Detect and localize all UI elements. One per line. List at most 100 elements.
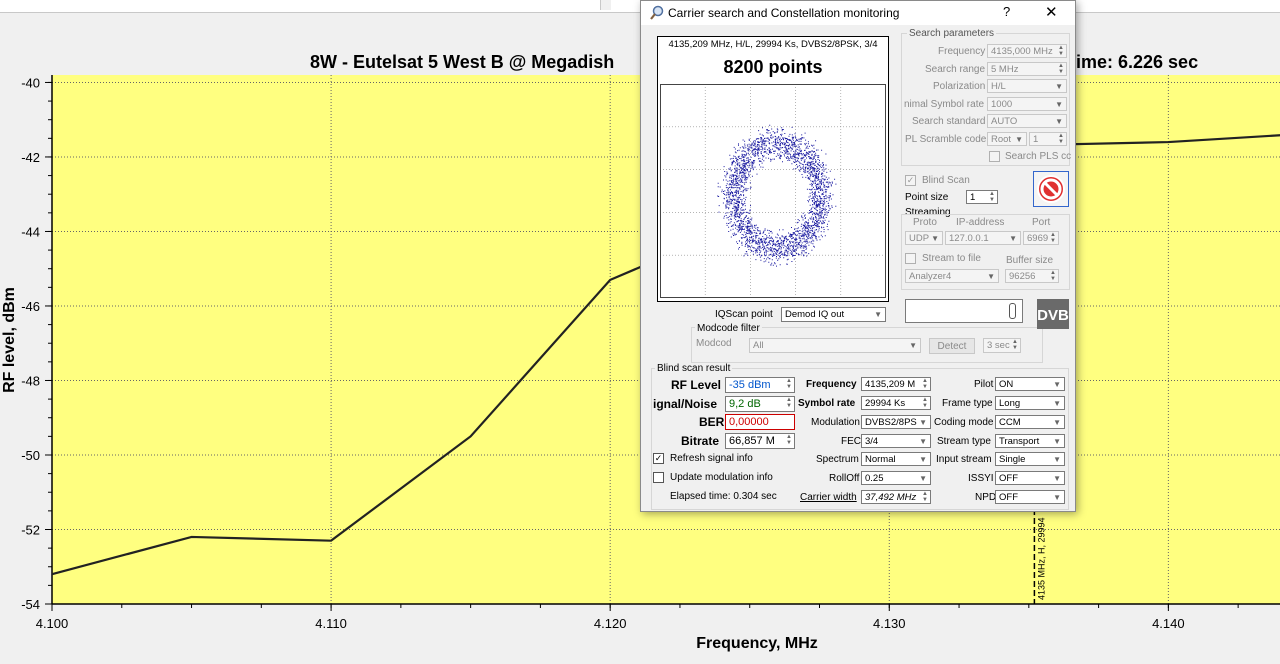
blind-scan-checkbox[interactable]: ✓ <box>905 175 916 186</box>
analyzer-select[interactable]: Analyzer4 ▼ <box>905 269 999 283</box>
x-tick-label: 4.120 <box>594 616 627 631</box>
streaming-title: Streaming <box>905 207 951 218</box>
chevron-down-icon: ▼ <box>1015 135 1023 144</box>
modcode-label: Modcod <box>696 338 732 349</box>
chevron-down-icon: ▼ <box>1055 117 1063 126</box>
search-frequency-input[interactable]: 4135,000 MHz ▲ ▼ <box>987 44 1067 58</box>
carrier-width-value: 37,492 MHz ▲ ▼ <box>861 490 931 504</box>
close-button[interactable]: ✕ <box>1045 4 1058 21</box>
spectrum-select[interactable]: Normal ▼ <box>861 452 931 466</box>
snr-label: ignal/Noise <box>653 397 718 411</box>
search-pls-label: Search PLS cc <box>1005 151 1072 162</box>
pilot-select[interactable]: ON ▼ <box>995 377 1065 391</box>
dialog-titlebar[interactable]: Carrier search and Constellation monitor… <box>641 1 1075 25</box>
search-frequency-label: Frequency <box>938 46 986 57</box>
search-pls-checkbox[interactable] <box>989 151 1000 162</box>
blind-scan-result-title: Blind scan result <box>655 363 733 374</box>
rolloff-label: RollOff <box>829 473 860 484</box>
carrier-search-dialog: Carrier search and Constellation monitor… <box>640 0 1076 512</box>
constellation-header: 4135,209 MHz, H/L, 29994 Ks, DVBS2/8PSK,… <box>668 39 878 50</box>
ber-label: BER <box>699 415 725 429</box>
rf-level-line <box>51 134 1280 576</box>
detect-button[interactable]: Detect <box>929 338 975 354</box>
y-tick-label: -42 <box>21 150 40 165</box>
modulation-select[interactable]: DVBS2/8PS ▼ <box>861 415 931 429</box>
update-modulation-checkbox[interactable] <box>653 472 664 483</box>
chevron-down-icon: ▼ <box>1055 82 1063 91</box>
chevron-down-icon: ▼ <box>1055 100 1063 109</box>
chevron-down-icon: ▼ <box>919 455 927 464</box>
buffer-size-input[interactable]: 96256 ▲ ▼ <box>1005 269 1059 283</box>
pilot-label: Pilot <box>974 379 994 390</box>
search-icon <box>650 5 664 20</box>
frame-type-select[interactable]: Long ▼ <box>995 396 1065 410</box>
pl-scramble-mode-select[interactable]: Root ▼ <box>987 132 1027 146</box>
search-range-label: Search range <box>925 64 986 75</box>
blind-scan-label: Blind Scan <box>922 175 970 186</box>
stream-to-file-label: Stream to file <box>922 253 981 264</box>
fec-select[interactable]: 3/4 ▼ <box>861 434 931 448</box>
point-size-spin[interactable]: 1 ▲ ▼ <box>966 190 998 204</box>
refresh-signal-checkbox[interactable]: ✓ <box>653 453 664 464</box>
x-tick-label: 4.140 <box>1152 616 1185 631</box>
ip-address-label: IP-address <box>956 217 1005 228</box>
stream-type-label: Stream type <box>937 436 991 447</box>
x-tick-label: 4.130 <box>873 616 906 631</box>
chevron-down-icon: ▼ <box>1053 455 1061 464</box>
coding-mode-select[interactable]: CCM ▼ <box>995 415 1065 429</box>
chevron-down-icon: ▼ <box>909 341 917 350</box>
search-standard-select[interactable]: AUTO ▼ <box>987 114 1067 128</box>
update-modulation-label: Update modulation info <box>670 472 773 483</box>
iqscan-select[interactable]: Demod IQ out ▼ <box>781 307 886 322</box>
chevron-down-icon: ▼ <box>919 474 927 483</box>
issyi-select[interactable]: OFF ▼ <box>995 471 1065 485</box>
pl-scramble-code-input[interactable]: 1 ▲ ▼ <box>1029 132 1067 146</box>
polarization-select[interactable]: H/L ▼ <box>987 79 1067 93</box>
constellation-points <box>717 124 837 267</box>
toolbar-scrollbar[interactable] <box>600 0 611 10</box>
stream-type-select[interactable]: Transport ▼ <box>995 434 1065 448</box>
detect-time-spin[interactable]: 3 sec ▲ ▼ <box>983 338 1021 353</box>
pl-scramble-label: PL Scramble code <box>905 134 987 145</box>
fec-label: FEC <box>841 436 861 447</box>
modcode-select[interactable]: All ▼ <box>749 338 921 353</box>
constellation-frame <box>660 84 886 298</box>
scan-time-label: time: 6.226 sec <box>1070 52 1199 72</box>
stop-icon[interactable] <box>1033 171 1069 207</box>
issyi-label: ISSYI <box>968 473 994 484</box>
y-tick-label: -44 <box>21 224 40 239</box>
dvb-logo: DVB <box>1037 299 1069 329</box>
refresh-signal-label: Refresh signal info <box>670 453 753 464</box>
iqscan-label: IQScan point <box>715 309 773 320</box>
result-symrate-value: 29994 Ks ▲ ▼ <box>861 396 931 410</box>
modcode-filter-group <box>691 327 1043 363</box>
constellation-panel: 4135,209 MHz, H/L, 29994 Ks, DVBS2/8PSK,… <box>657 36 889 302</box>
proto-select[interactable]: UDP ▼ <box>905 231 943 245</box>
help-button[interactable]: ? <box>1003 4 1011 19</box>
port-input[interactable]: 6969 ▲ ▼ <box>1023 231 1059 245</box>
chevron-down-icon: ▼ <box>1053 418 1061 427</box>
chevron-down-icon: ▼ <box>1053 474 1061 483</box>
signal-level-indicator <box>905 299 1023 323</box>
port-label: Port <box>1032 217 1051 228</box>
svg-text:DVB: DVB <box>1037 307 1069 324</box>
proto-label: Proto <box>913 217 937 228</box>
chevron-down-icon: ▼ <box>919 418 927 427</box>
stream-to-file-checkbox[interactable] <box>905 253 916 264</box>
rolloff-select[interactable]: 0.25 ▼ <box>861 471 931 485</box>
npd-select[interactable]: OFF ▼ <box>995 490 1065 504</box>
symbol-rate-select[interactable]: 1000 ▼ <box>987 97 1067 111</box>
carrier-marker-label: 4135 MHz, H, 29994 <box>1036 517 1046 600</box>
search-standard-label: Search standard <box>912 116 986 127</box>
y-tick-label: -46 <box>21 299 40 314</box>
x-tick-label: 4.100 <box>36 616 69 631</box>
polarization-label: Polarization <box>933 81 986 92</box>
ip-address-select[interactable]: 127.0.0.1 ▼ <box>945 231 1021 245</box>
constellation-points-count: 8200 points <box>723 57 823 77</box>
search-range-input[interactable]: 5 MHz ▲ ▼ <box>987 62 1067 76</box>
chevron-down-icon: ▼ <box>1053 380 1061 389</box>
result-frequency-label: Frequency <box>806 379 857 390</box>
input-stream-select[interactable]: Single ▼ <box>995 452 1065 466</box>
carrier-width-link[interactable]: Carrier width <box>800 492 857 503</box>
rf-level-label: RF Level <box>671 378 722 392</box>
